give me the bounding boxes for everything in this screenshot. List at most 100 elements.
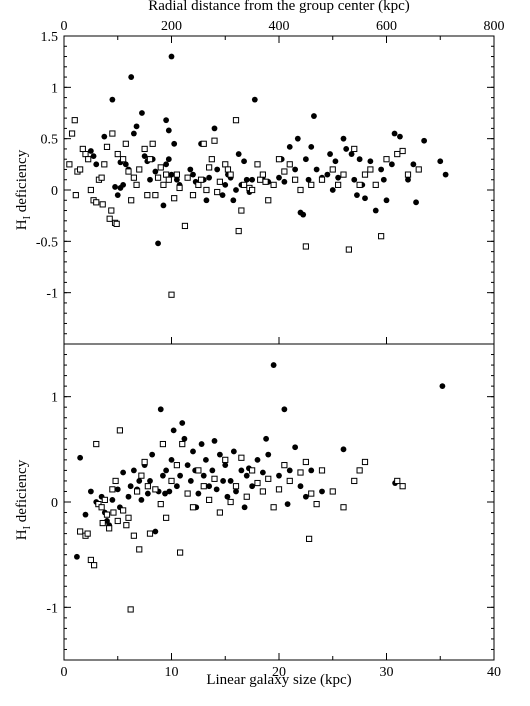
bottom-filled-circle-point bbox=[109, 496, 116, 503]
top-filled-circle-point bbox=[168, 53, 175, 60]
top-y-tick-label: 0 bbox=[51, 184, 58, 199]
top-open-square-point bbox=[224, 166, 232, 173]
top-open-square-point bbox=[125, 168, 132, 175]
top-filled-circle-point bbox=[380, 176, 387, 183]
top-open-square-point bbox=[361, 171, 369, 178]
bottom-filled-circle-point bbox=[297, 483, 304, 490]
top-filled-circle-point bbox=[308, 143, 315, 150]
top-filled-circle-point bbox=[249, 176, 256, 183]
bottom-open-square-point bbox=[134, 488, 141, 495]
bottom-filled-circle-point bbox=[198, 441, 205, 447]
bottom-open-square-point bbox=[106, 525, 113, 532]
bottom-filled-circle-point bbox=[302, 493, 309, 500]
top-filled-circle-point bbox=[165, 127, 172, 134]
top-panel: 0 200 400 600 800 -1 -0.5 0 0.5 1 1.5 Radial dista… bbox=[14, 0, 505, 345]
bottom-filled-circle-point bbox=[340, 446, 347, 453]
top-open-square-point bbox=[176, 184, 183, 192]
top-open-square-point bbox=[103, 143, 111, 150]
top-x-tick-label: 800 bbox=[484, 19, 505, 34]
bottom-filled-circle-point bbox=[173, 483, 180, 490]
bottom-x-tick-label: 10 bbox=[165, 665, 179, 680]
top-open-square-point bbox=[265, 197, 272, 204]
bottom-open-square-point bbox=[98, 504, 105, 511]
top-open-square-point bbox=[77, 166, 84, 173]
top-filled-circle-point bbox=[276, 174, 282, 181]
top-panel-points bbox=[66, 53, 449, 298]
bottom-filled-circle-point bbox=[238, 467, 245, 474]
top-open-square-point bbox=[329, 166, 336, 173]
top-y-tick-label: 1.5 bbox=[41, 30, 59, 45]
top-filled-circle-point bbox=[313, 166, 320, 173]
bottom-filled-circle-point bbox=[209, 467, 216, 474]
bottom-x-tick-label: 30 bbox=[380, 665, 394, 680]
bottom-panel: 0 10 20 30 40 -1 0 1 Linear galaxy size (kpc) H… bbox=[14, 343, 501, 688]
top-filled-circle-point bbox=[163, 117, 170, 124]
top-open-square-point bbox=[82, 150, 89, 158]
top-filled-circle-point bbox=[165, 156, 172, 163]
bottom-filled-circle-point bbox=[82, 511, 89, 518]
top-open-square-point bbox=[128, 197, 135, 204]
bottom-plot-frame bbox=[63, 343, 495, 661]
bottom-filled-circle-point bbox=[263, 435, 269, 442]
bottom-filled-circle-point bbox=[222, 462, 229, 469]
top-open-square-point bbox=[232, 117, 240, 124]
bottom-filled-circle-point bbox=[74, 553, 80, 560]
bottom-filled-circle-point bbox=[216, 451, 223, 458]
bottom-filled-circle-point bbox=[184, 462, 191, 469]
bottom-open-square-point bbox=[216, 509, 223, 516]
top-open-square-point bbox=[240, 181, 248, 188]
top-open-square-point bbox=[146, 156, 154, 163]
top-filled-circle-point bbox=[383, 197, 390, 204]
top-filled-circle-point bbox=[152, 168, 159, 175]
bottom-open-square-point bbox=[265, 475, 272, 482]
top-open-square-point bbox=[340, 171, 347, 178]
top-filled-circle-point bbox=[243, 176, 250, 183]
top-x-tick-label: 600 bbox=[376, 19, 397, 34]
bottom-filled-circle-point bbox=[227, 478, 234, 484]
top-filled-circle-point bbox=[351, 176, 358, 183]
bottom-open-square-point bbox=[275, 486, 283, 493]
top-open-square-point bbox=[404, 171, 412, 178]
bottom-open-square-point bbox=[177, 549, 184, 556]
top-open-square-point bbox=[308, 181, 315, 188]
top-filled-circle-point bbox=[442, 171, 449, 178]
top-open-square-point bbox=[275, 156, 283, 163]
top-open-square-point bbox=[259, 171, 266, 178]
top-open-square-point bbox=[257, 176, 264, 183]
top-panel-ticks: 0 200 400 600 800 -1 -0.5 0 0.5 1 1.5 bbox=[36, 19, 505, 345]
bottom-x-axis-title: Linear galaxy size (kpc) bbox=[206, 672, 351, 688]
bottom-filled-circle-point bbox=[259, 469, 266, 476]
top-filled-circle-point bbox=[329, 187, 336, 193]
top-filled-circle-point bbox=[139, 110, 145, 116]
bottom-filled-circle-point bbox=[160, 472, 166, 479]
bottom-filled-circle-point bbox=[77, 454, 84, 461]
top-x-tick-label: 400 bbox=[269, 19, 290, 34]
top-open-square-point bbox=[152, 192, 159, 199]
top-filled-circle-point bbox=[302, 156, 309, 163]
top-filled-circle-point bbox=[120, 181, 127, 188]
top-filled-circle-point bbox=[233, 187, 239, 193]
bottom-y-tick-label: 0 bbox=[51, 496, 58, 511]
bottom-open-square-point bbox=[179, 440, 186, 448]
top-open-square-point bbox=[372, 181, 379, 188]
bottom-open-square-point bbox=[95, 501, 102, 508]
bottom-filled-circle-point bbox=[200, 472, 207, 479]
bottom-open-square-point bbox=[152, 486, 159, 493]
bottom-open-square-point bbox=[163, 514, 170, 521]
bottom-open-square-point bbox=[109, 486, 116, 493]
bottom-filled-circle-point bbox=[162, 490, 168, 497]
top-filled-circle-point bbox=[219, 192, 226, 199]
bottom-x-tick-label: 20 bbox=[272, 665, 286, 680]
top-open-square-point bbox=[399, 147, 406, 155]
top-filled-circle-point bbox=[93, 161, 100, 168]
bottom-filled-circle-point bbox=[125, 493, 132, 500]
bottom-filled-circle-point bbox=[179, 420, 186, 426]
top-open-square-point bbox=[157, 164, 164, 171]
top-open-square-point bbox=[133, 181, 140, 188]
bottom-open-square-point bbox=[318, 467, 326, 474]
bottom-open-square-point bbox=[254, 479, 261, 487]
bottom-open-square-point bbox=[206, 496, 213, 503]
top-x-tick-label: 0 bbox=[61, 19, 68, 34]
top-filled-circle-point bbox=[109, 96, 116, 103]
top-open-square-point bbox=[254, 161, 261, 168]
